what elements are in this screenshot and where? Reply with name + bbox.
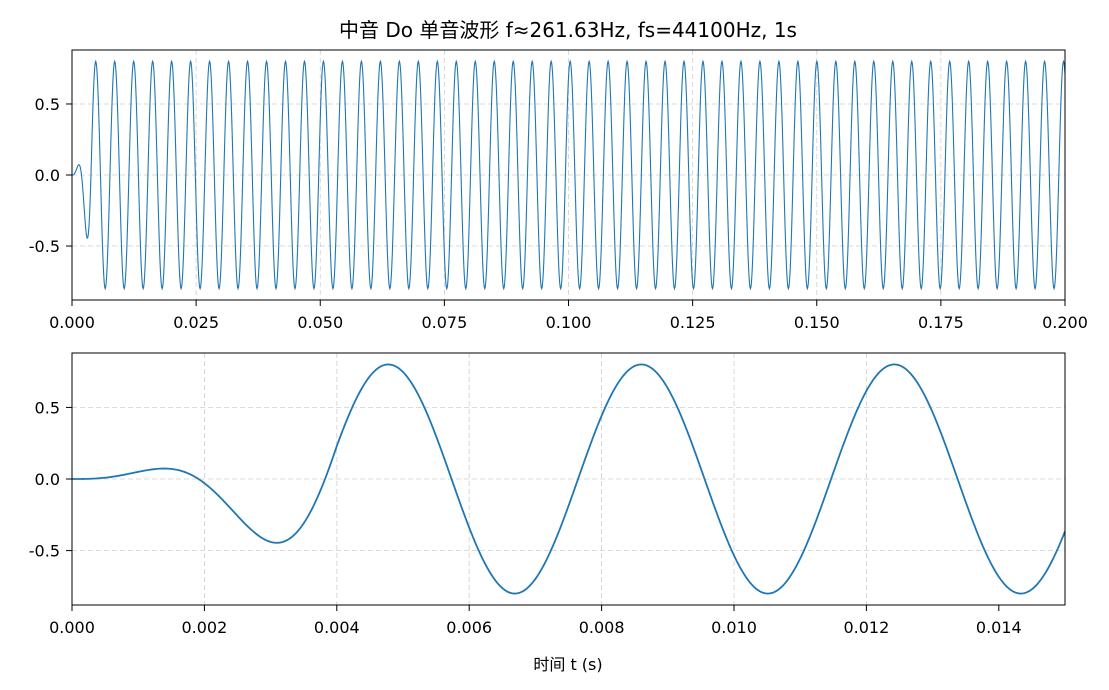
y-tick-label: 0.5 bbox=[35, 95, 60, 114]
x-tick-label: 0.075 bbox=[421, 313, 467, 332]
x-axis-label: 时间 t (s) bbox=[533, 655, 602, 674]
zoom-view-panel: 0.000 0.002 0.004 0.006 0.008 0.010 0.012 0.014… bbox=[29, 352, 1066, 637]
x-tick-label: 0.000 bbox=[49, 618, 95, 637]
x-tick-label: 0.025 bbox=[173, 313, 219, 332]
x-tick-label: 0.010 bbox=[711, 618, 757, 637]
full-view-panel: 0.000 0.025 0.050 0.075 0.100 0.125 0.150 0.175… bbox=[29, 49, 1088, 332]
y-tick-label: 0.0 bbox=[35, 470, 60, 489]
y-tick-label: -0.5 bbox=[29, 237, 60, 256]
x-tick-label: 0.200 bbox=[1042, 313, 1088, 332]
x-tick-label: 0.012 bbox=[843, 618, 889, 637]
x-tick-label: 0.014 bbox=[976, 618, 1022, 637]
x-tick-label: 0.100 bbox=[546, 313, 592, 332]
x-tick-label: 0.000 bbox=[49, 313, 95, 332]
x-tick-label: 0.008 bbox=[579, 618, 625, 637]
x-tick-label: 0.002 bbox=[181, 618, 227, 637]
x-tick-label: 0.006 bbox=[446, 618, 492, 637]
x-tick-label: 0.004 bbox=[314, 618, 360, 637]
figure-title: 中音 Do 单音波形 f≈261.63Hz, fs=44100Hz, 1s bbox=[339, 18, 797, 42]
x-tick-label: 0.150 bbox=[794, 313, 840, 332]
x-tick-label: 0.125 bbox=[670, 313, 716, 332]
waveform-series-line bbox=[72, 59, 1065, 291]
y-tick-label: -0.5 bbox=[29, 542, 60, 561]
waveform-series-line bbox=[72, 363, 1065, 595]
x-tick-label: 0.175 bbox=[918, 313, 964, 332]
y-tick-label: 0.0 bbox=[35, 166, 60, 185]
y-tick-label: 0.5 bbox=[35, 398, 60, 417]
x-tick-label: 0.050 bbox=[297, 313, 343, 332]
